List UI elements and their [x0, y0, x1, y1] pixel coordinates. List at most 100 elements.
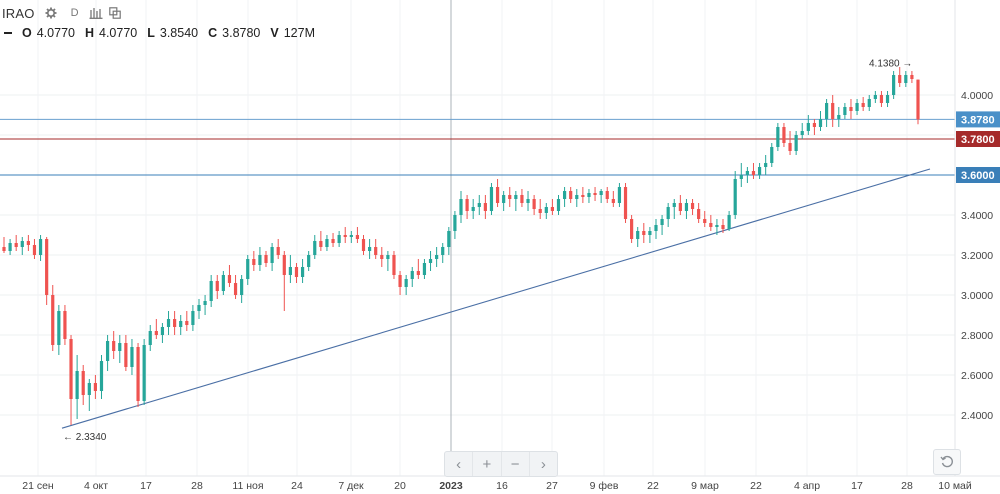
- candle: [605, 187, 609, 203]
- candle: [916, 79, 920, 125]
- candle: [337, 231, 341, 247]
- high-key: H: [84, 26, 94, 40]
- candle: [483, 195, 487, 219]
- scroll-left-button[interactable]: ‹: [445, 452, 474, 476]
- chart-navigation: ‹ + − ›: [444, 451, 558, 477]
- candle: [209, 275, 213, 307]
- candle: [648, 227, 652, 243]
- candle: [300, 259, 305, 283]
- x-tick-label: 28: [191, 480, 203, 492]
- candle: [160, 323, 165, 343]
- zoom-out-button[interactable]: −: [502, 452, 530, 476]
- candle: [471, 199, 475, 219]
- trend-line[interactable]: [61, 168, 931, 429]
- low-annotation: ← 2.3340: [63, 432, 107, 443]
- svg-text:3.8780: 3.8780: [961, 114, 995, 126]
- volume-value: 127M: [283, 26, 315, 40]
- candle: [465, 195, 469, 219]
- y-tick-label: 2.8000: [961, 330, 993, 342]
- candle: [191, 305, 195, 331]
- candle: [569, 187, 573, 203]
- candle: [240, 275, 244, 303]
- candle: [105, 335, 110, 371]
- bars-icon[interactable]: [89, 7, 103, 19]
- high-annotation: 4.1380 →: [869, 58, 912, 69]
- candle: [825, 99, 829, 127]
- candle: [885, 91, 890, 107]
- candle: [538, 199, 542, 219]
- candle: [459, 191, 463, 223]
- x-tick-label: 7 дек: [338, 480, 364, 492]
- close-value: 3.8780: [222, 26, 261, 40]
- candle: [898, 67, 902, 87]
- symbol-row: IRAO D: [2, 5, 121, 21]
- chart-header: IRAO D O 4.0770 H 4.0770 L 3.8540 C 3.8780 V…: [0, 0, 460, 46]
- candle: [124, 335, 128, 371]
- candle: [99, 355, 104, 399]
- reset-icon[interactable]: [933, 449, 961, 475]
- x-tick-label: 4 окт: [84, 480, 108, 492]
- candle: [32, 239, 37, 259]
- x-tick-label: 22: [647, 480, 659, 492]
- interval-label[interactable]: D: [70, 7, 79, 19]
- candle: [416, 259, 420, 279]
- candle: [288, 255, 292, 283]
- candle: [733, 171, 737, 219]
- candle: [721, 219, 725, 233]
- candle: [831, 95, 835, 127]
- candle: [75, 355, 79, 419]
- candle: [904, 71, 908, 87]
- candle: [715, 219, 719, 235]
- candle: [57, 305, 61, 355]
- candle: [794, 131, 798, 155]
- candle: [63, 305, 67, 345]
- zoom-in-button[interactable]: +: [473, 452, 502, 476]
- candles: [2, 67, 920, 425]
- candle: [788, 131, 792, 155]
- candle: [130, 339, 134, 375]
- candle: [776, 123, 780, 151]
- candle: [587, 189, 591, 203]
- candle: [818, 111, 823, 131]
- x-tick-label: 20: [394, 480, 406, 492]
- candle: [508, 187, 512, 207]
- candle: [623, 183, 628, 223]
- candle: [800, 123, 804, 139]
- candle: [843, 103, 847, 119]
- y-tick-label: 2.6000: [961, 370, 993, 382]
- compare-icon[interactable]: [108, 7, 121, 19]
- x-tick-label: 2023: [439, 480, 463, 492]
- symbol-name[interactable]: IRAO: [2, 5, 35, 21]
- candle: [849, 99, 853, 119]
- candle: [550, 199, 554, 215]
- candle: [782, 123, 786, 147]
- open-key: O: [22, 26, 32, 40]
- x-tick-label: 22: [750, 480, 762, 492]
- candle: [8, 239, 12, 255]
- candle: [203, 295, 207, 315]
- candle: [910, 71, 914, 83]
- gear-icon[interactable]: [45, 7, 57, 19]
- candle: [2, 237, 6, 253]
- svg-text:3.7800: 3.7800: [961, 134, 995, 146]
- candle: [867, 95, 871, 111]
- x-tick-label: 4 апр: [794, 480, 820, 492]
- candle: [221, 271, 225, 295]
- price-tag-3.7800: 3.7800: [956, 131, 1000, 147]
- candle: [837, 107, 841, 127]
- candle: [20, 237, 24, 255]
- candle: [185, 311, 189, 331]
- candle: [276, 239, 280, 259]
- candle: [428, 251, 433, 271]
- close-key: C: [208, 26, 218, 40]
- scroll-right-button[interactable]: ›: [540, 455, 546, 473]
- grid: [0, 0, 956, 476]
- price-tag-3.6000: 3.6000: [956, 167, 1000, 183]
- candle: [319, 231, 323, 251]
- candle: [215, 275, 219, 299]
- candle: [118, 335, 122, 363]
- x-tick-label: 9 мар: [691, 480, 719, 492]
- open-value: 4.0770: [36, 26, 75, 40]
- candle: [672, 199, 676, 219]
